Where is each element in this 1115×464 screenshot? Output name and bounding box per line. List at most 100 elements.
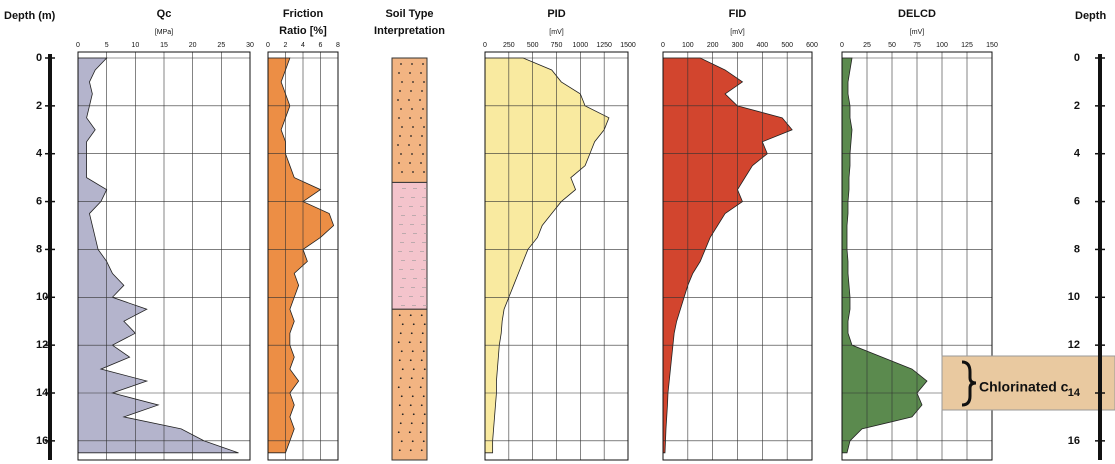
panel-title: DELCD — [898, 8, 936, 20]
pattern-dot — [399, 377, 402, 380]
x-tick-label: 20 — [189, 42, 197, 49]
pattern-dot — [411, 395, 414, 398]
x-tick-label: 2 — [284, 42, 288, 49]
pattern-dot — [422, 440, 425, 443]
panel-title: Friction — [283, 8, 324, 20]
x-tick-label: 25 — [217, 42, 225, 49]
pattern-dot — [412, 171, 414, 173]
pattern-dot — [401, 413, 404, 416]
panel-unit: [MPa] — [155, 29, 173, 36]
pattern-dot — [400, 350, 403, 353]
pattern-dot — [398, 449, 401, 452]
x-tick-label: 1250 — [596, 42, 612, 49]
y-tick-label: 12 — [36, 339, 48, 351]
pattern-dot — [423, 413, 426, 416]
panel-title: FID — [729, 8, 747, 20]
x-tick-label: 25 — [863, 42, 871, 49]
pattern-dot — [397, 99, 399, 101]
pattern-dot — [423, 171, 425, 173]
pattern-dot — [410, 377, 413, 380]
x-tick-label: 100 — [936, 42, 948, 49]
pattern-dot — [421, 90, 423, 92]
pattern-dot — [411, 63, 413, 65]
pattern-dot — [398, 359, 401, 362]
pattern-dot — [400, 108, 402, 110]
pattern-dot — [412, 413, 415, 416]
y-tick-label: 4 — [36, 148, 43, 160]
pattern-dot — [401, 323, 404, 326]
pattern-dot — [401, 126, 403, 128]
pattern-dot — [420, 72, 422, 74]
pattern-dot — [422, 63, 424, 65]
pattern-dot — [399, 422, 402, 425]
pattern-dot — [420, 162, 422, 164]
pattern-dot — [410, 332, 413, 335]
pattern-dot — [412, 323, 415, 326]
pattern-dot — [419, 341, 422, 344]
pattern-dot — [397, 341, 400, 344]
x-tick-label: 0 — [483, 42, 487, 49]
x-tick-label: 750 — [551, 42, 563, 49]
x-tick-label: 75 — [913, 42, 921, 49]
y-tick-label: 16 — [36, 435, 48, 447]
pattern-dot — [409, 117, 411, 119]
pattern-dot — [409, 359, 412, 362]
panel-title: Qc — [157, 8, 172, 20]
panel-frame — [841, 51, 993, 461]
pattern-dot — [422, 395, 425, 398]
panel-frame — [662, 51, 813, 461]
x-tick-label: 150 — [986, 42, 998, 49]
layer-pattern — [398, 188, 428, 306]
y-tick-label: 8 — [36, 243, 42, 255]
pattern-dot — [400, 153, 402, 155]
y-tick-label: 8 — [1074, 243, 1080, 255]
pattern-dot — [408, 341, 411, 344]
annotation: Chlorinated c — [979, 379, 1069, 395]
pattern-dot — [401, 81, 403, 83]
pattern-dot — [423, 368, 426, 371]
soil-layer — [391, 308, 428, 461]
pattern-dot — [408, 431, 411, 434]
x-tick-label: 250 — [503, 42, 515, 49]
pattern-dot — [421, 332, 424, 335]
soil-layer — [391, 57, 428, 183]
y-tick-label: 6 — [1074, 195, 1080, 207]
pattern-dot — [421, 377, 424, 380]
x-tick-label: 5 — [105, 42, 109, 49]
x-tick-label: 8 — [336, 42, 340, 49]
pattern-dot — [412, 126, 414, 128]
x-tick-label: 1500 — [620, 42, 636, 49]
x-tick-label: 15 — [160, 42, 168, 49]
pattern-dot — [398, 72, 400, 74]
panel-frame — [484, 51, 629, 461]
pattern-dot — [408, 386, 411, 389]
pattern-dot — [421, 135, 423, 137]
pattern-dot — [421, 422, 424, 425]
x-tick-label: 0 — [661, 42, 665, 49]
area — [841, 57, 928, 454]
pattern-dot — [419, 144, 421, 146]
pattern-dot — [400, 440, 403, 443]
pattern-dot — [423, 126, 425, 128]
x-tick-label: 6 — [319, 42, 323, 49]
x-tick-label: 500 — [527, 42, 539, 49]
x-tick-label: 400 — [756, 42, 768, 49]
x-tick-label: 0 — [76, 42, 80, 49]
x-tick-label: 4 — [301, 42, 305, 49]
pattern-dot — [400, 395, 403, 398]
x-tick-label: 10 — [131, 42, 139, 49]
y-tick-label: 12 — [1068, 339, 1080, 351]
y-tick-label: 10 — [1068, 291, 1080, 303]
pattern-dot — [401, 171, 403, 173]
pattern-dot — [411, 108, 413, 110]
x-tick-label: 300 — [732, 42, 744, 49]
x-tick-label: 0 — [266, 42, 270, 49]
x-tick-label: 100 — [682, 42, 694, 49]
pattern-dot — [410, 422, 413, 425]
pattern-dot — [419, 431, 422, 434]
pattern-dot — [412, 81, 414, 83]
x-tick-label: 30 — [246, 42, 254, 49]
panel-frame — [77, 51, 251, 461]
pattern-dot — [408, 99, 410, 101]
